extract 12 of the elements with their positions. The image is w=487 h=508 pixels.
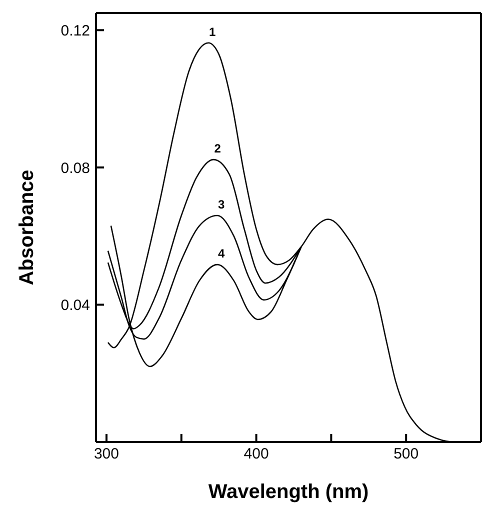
y-axis-title: Absorbance bbox=[16, 170, 38, 286]
series-label: 1 bbox=[209, 24, 216, 39]
y-tick-label: 0.08 bbox=[60, 160, 90, 177]
x-tick-label: 400 bbox=[244, 446, 269, 463]
y-tick-label: 0.04 bbox=[60, 297, 90, 314]
x-tick-label: 500 bbox=[394, 446, 419, 463]
y-tick-label: 0.12 bbox=[60, 22, 90, 40]
x-tick-label: 300 bbox=[94, 446, 119, 463]
series-label: 2 bbox=[214, 142, 222, 156]
series-label: 4 bbox=[218, 246, 225, 261]
series-label: 3 bbox=[218, 197, 225, 212]
x-axis-title: Wavelength (nm) bbox=[208, 481, 369, 503]
